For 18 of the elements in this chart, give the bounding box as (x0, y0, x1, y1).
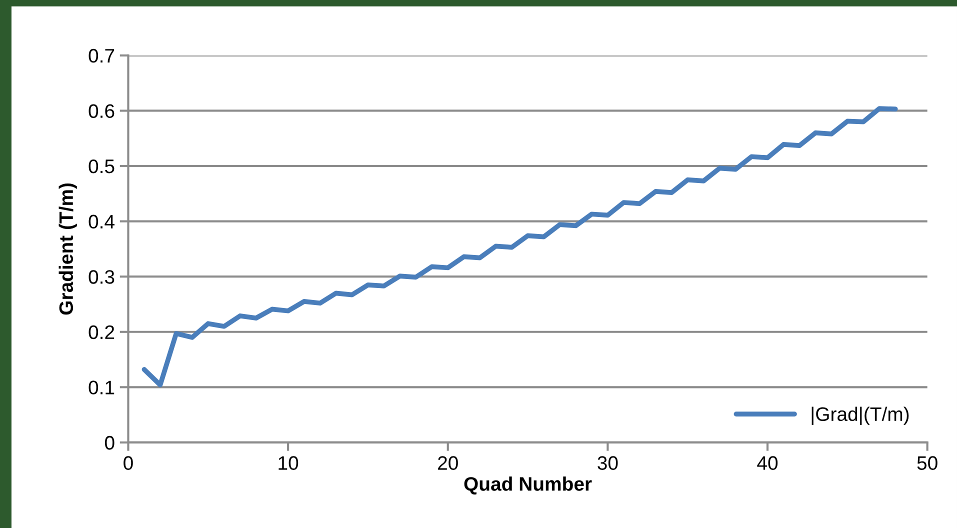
x-tick-label: 0 (124, 456, 133, 470)
y-tick-label: 0.5 (88, 159, 114, 174)
x-tick-label: 10 (278, 456, 298, 470)
x-tick-label: 20 (438, 456, 458, 470)
y-tick-label: 0.4 (88, 214, 114, 229)
line-series (142, 106, 898, 388)
y-tick-label: 0.1 (88, 380, 114, 394)
y-tick-label: 0.7 (88, 48, 114, 63)
y-tick-label: 0.3 (88, 270, 114, 284)
x-tick-label: 50 (917, 456, 938, 470)
y-tick-label: 0.6 (88, 104, 114, 118)
y-tick-label: 0 (104, 436, 114, 450)
y-axis-title: Gradient (T/m) (58, 183, 77, 315)
x-tick-label: 30 (598, 456, 618, 470)
x-tick-label: 40 (757, 456, 778, 470)
x-axis-title: Quad Number (464, 476, 592, 494)
y-tick-label: 0.2 (88, 325, 114, 340)
legend-label: |Grad|(T/m) (812, 406, 909, 425)
